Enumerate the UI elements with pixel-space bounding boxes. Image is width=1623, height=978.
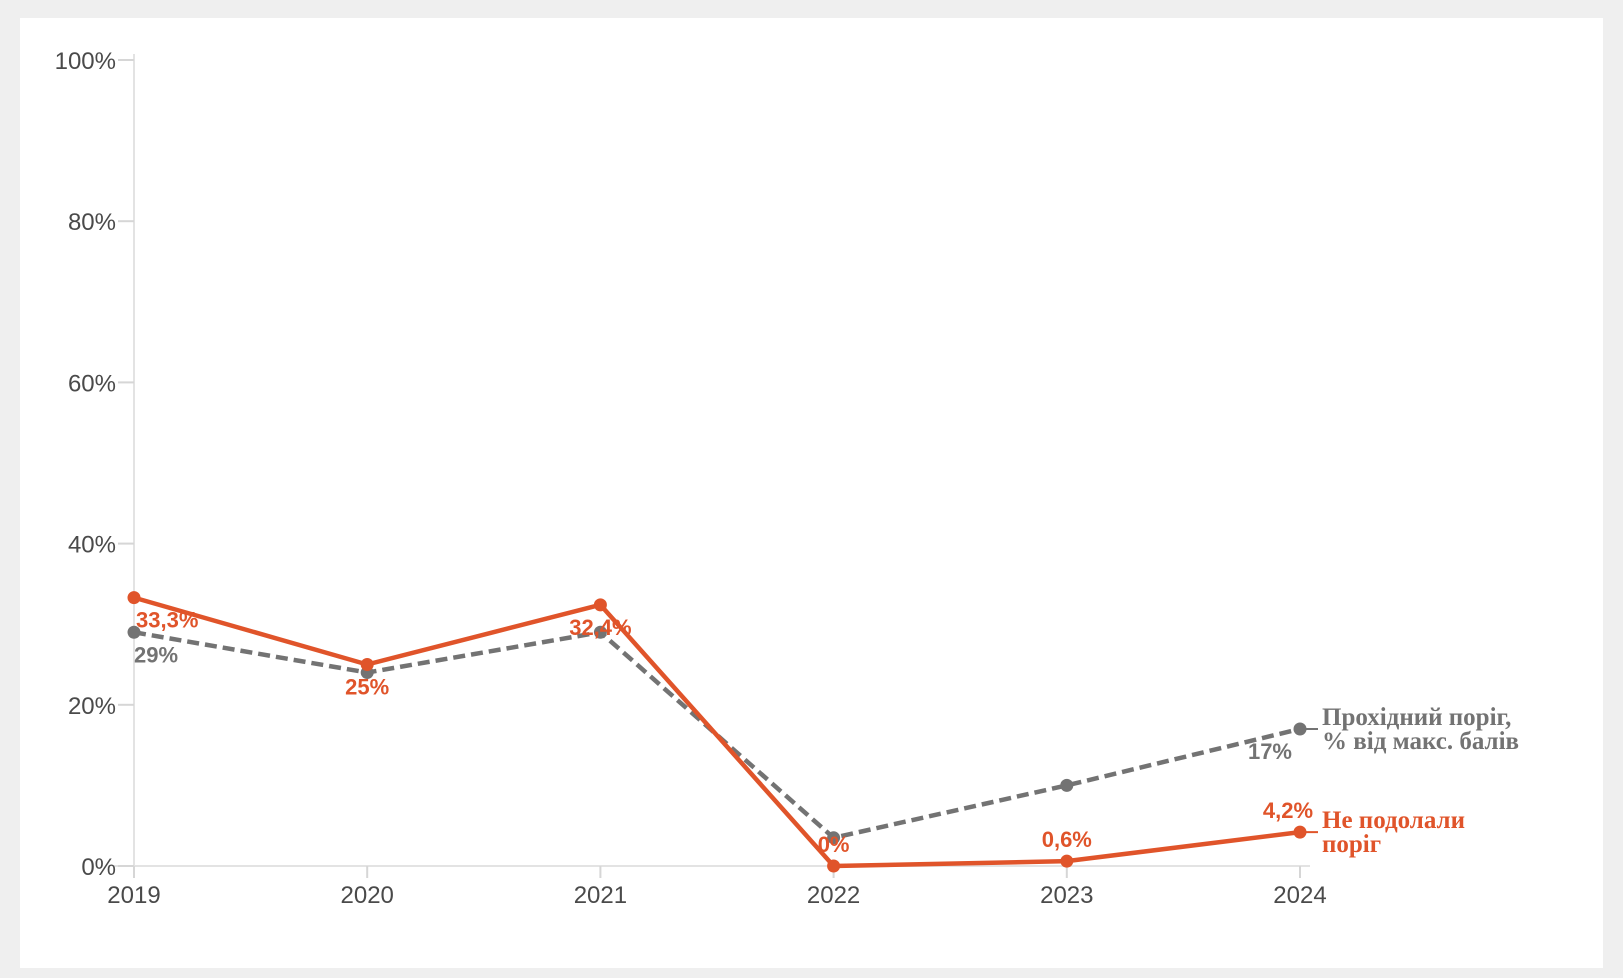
series-name-label: Не подолали bbox=[1322, 807, 1465, 834]
series-name-label: поріг bbox=[1322, 831, 1381, 858]
data-label: 32,4% bbox=[569, 615, 631, 640]
data-label: 17% bbox=[1248, 739, 1292, 764]
data-point bbox=[1060, 778, 1074, 792]
x-tick-label: 2020 bbox=[341, 882, 394, 909]
labels-layer: 29% 17% Прохідний поріг,% від макс. балів 3… bbox=[134, 608, 1519, 859]
x-tick-label: 2022 bbox=[807, 882, 860, 909]
series-line bbox=[133, 595, 1301, 869]
chart-card: 0% 20% 40% 60% 80% 100% 2019 2020 2021 2022 2023 20… bbox=[20, 18, 1603, 968]
data-label: 0% bbox=[818, 832, 850, 857]
y-tick-label: 0% bbox=[81, 854, 116, 881]
data-point bbox=[827, 859, 841, 873]
x-tick-label: 2021 bbox=[574, 882, 627, 909]
data-label: 4,2% bbox=[1263, 798, 1313, 823]
data-point bbox=[593, 598, 607, 612]
data-point bbox=[127, 625, 141, 639]
data-point bbox=[127, 591, 141, 605]
y-tick-label: 80% bbox=[68, 209, 116, 236]
y-tick-label: 100% bbox=[55, 48, 116, 75]
y-tick-label: 40% bbox=[68, 532, 116, 559]
y-tick-label: 60% bbox=[68, 370, 116, 397]
data-point bbox=[827, 831, 841, 845]
line-chart: 0% 20% 40% 60% 80% 100% 2019 2020 2021 2022 2023 20… bbox=[55, 48, 1519, 909]
data-label: 0,6% bbox=[1042, 827, 1092, 852]
y-tick-label: 20% bbox=[68, 693, 116, 720]
axes: 0% 20% 40% 60% 80% 100% 2019 2020 2021 2022 2023 20… bbox=[55, 48, 1327, 909]
data-point bbox=[593, 625, 607, 639]
data-point bbox=[360, 658, 374, 671]
series-name-label: Прохідний поріг, bbox=[1322, 704, 1511, 731]
data-label: 25% bbox=[345, 675, 389, 700]
x-tick-label: 2024 bbox=[1273, 882, 1326, 909]
data-point bbox=[1060, 854, 1074, 868]
series-layer bbox=[127, 591, 1307, 873]
x-tick-label: 2019 bbox=[107, 882, 160, 909]
data-label: 33,3% bbox=[136, 608, 198, 633]
data-label: 29% bbox=[134, 642, 178, 667]
x-tick-label: 2023 bbox=[1040, 882, 1093, 909]
series-name-label: % від макс. балів bbox=[1322, 728, 1519, 755]
series-line bbox=[133, 630, 1301, 841]
